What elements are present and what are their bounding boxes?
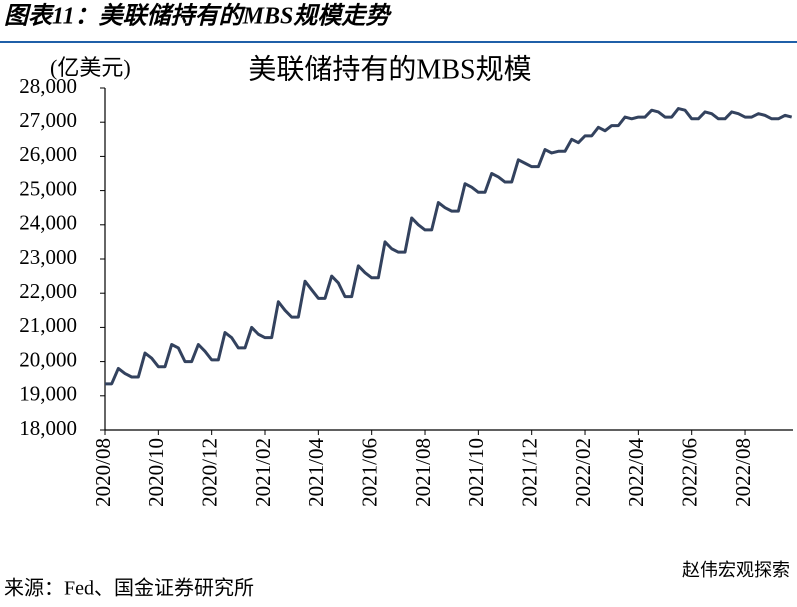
x-tick-label: 2021/08: [411, 438, 435, 507]
y-tick-label: 21,000: [19, 313, 77, 337]
x-tick-label: 2021/02: [251, 438, 275, 507]
x-tick-label: 2021/06: [357, 438, 381, 507]
y-unit-label: (亿美元): [50, 55, 131, 80]
x-tick-label: 2022/04: [624, 438, 648, 507]
chart-title: 美联储持有的MBS规模: [248, 53, 531, 85]
x-tick-label: 2021/12: [518, 438, 542, 507]
x-tick-label: 2022/02: [571, 438, 595, 507]
x-tick-label: 2022/08: [731, 438, 755, 507]
y-tick-label: 28,000: [19, 74, 77, 98]
source: 来源：Fed、国金证券研究所: [4, 577, 254, 600]
y-tick-label: 25,000: [19, 176, 77, 200]
data-line: [105, 107, 793, 386]
x-tick-label: 2020/10: [144, 438, 168, 507]
y-tick-label: 23,000: [19, 245, 77, 269]
figure-title: 图表11：美联储持有的MBS规模走势: [4, 3, 392, 30]
y-tick-label: 18,000: [19, 416, 77, 440]
x-tick-label: 2020/08: [91, 438, 115, 507]
y-tick-label: 26,000: [19, 142, 77, 166]
x-tick-label: 2021/10: [464, 438, 488, 507]
x-tick-label: 2020/12: [197, 438, 221, 507]
watermark: 赵伟宏观探索: [682, 560, 790, 580]
x-tick-label: 2022/06: [678, 438, 702, 507]
y-tick-label: 24,000: [19, 211, 77, 235]
y-tick-label: 19,000: [19, 382, 77, 406]
y-tick-label: 27,000: [19, 108, 77, 132]
y-tick-label: 22,000: [19, 279, 77, 303]
x-tick-label: 2021/04: [304, 438, 328, 507]
y-tick-label: 20,000: [19, 347, 77, 371]
